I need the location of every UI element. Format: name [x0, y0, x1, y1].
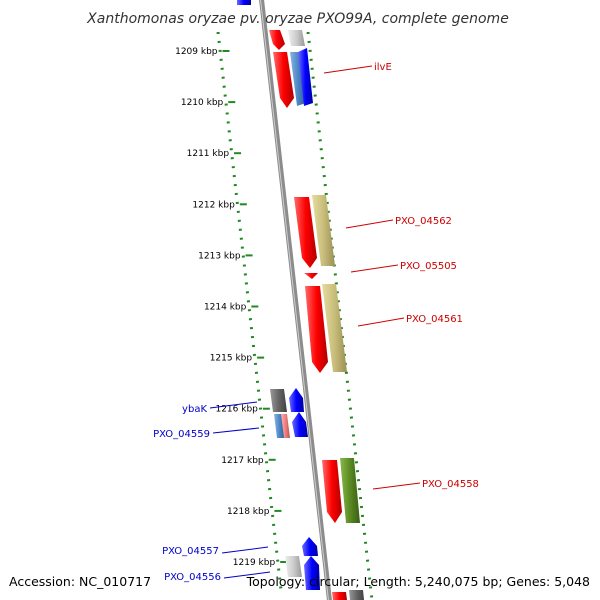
- tick-label: 1215 kbp: [210, 354, 253, 364]
- tick-label: 1219 kbp: [233, 558, 276, 568]
- tick-label: 1212 kbp: [192, 200, 235, 210]
- tick-label: 1213 kbp: [198, 251, 241, 261]
- tick-label: 1209 kbp: [175, 47, 218, 57]
- tick-label: 1218 kbp: [227, 507, 270, 517]
- gene-feature-grey[interactable]: [288, 30, 305, 46]
- label-leaders: [209, 65, 421, 579]
- gene-ilve[interactable]: [273, 52, 294, 108]
- tick-label: 1210 kbp: [181, 98, 224, 108]
- genome-backbone: [259, 0, 332, 600]
- gene-pxo-04558-cog[interactable]: [340, 458, 360, 523]
- label-ilve[interactable]: ilvE: [374, 62, 392, 73]
- footer-info: Topology: circular; Length: 5,240,075 bp…: [246, 574, 590, 589]
- gene-pxo-04556-reverse[interactable]: [304, 556, 320, 590]
- gene-features[interactable]: [237, 0, 364, 600]
- tick-label: 1216 kbp: [215, 405, 258, 415]
- gene-pxo-04561[interactable]: [305, 286, 328, 373]
- gene-pxo-04562-cog[interactable]: [312, 195, 335, 266]
- gene-pxo-04562[interactable]: [294, 197, 317, 268]
- gene-ybak-reverse[interactable]: [289, 388, 304, 412]
- gene-pxo-04559-cog[interactable]: [281, 414, 290, 438]
- gene-pxo-04557-reverse[interactable]: [302, 537, 318, 556]
- label-pxo-04556[interactable]: PXO_04556: [164, 572, 221, 583]
- genome-backbone-highlight: [260, 0, 329, 600]
- gene-pxo-04559-reverse[interactable]: [292, 412, 308, 437]
- gene-ilve-cog[interactable]: [290, 52, 306, 106]
- gene-pxo-04557[interactable]: [285, 556, 302, 577]
- gene-pxo-04561-cog[interactable]: [322, 284, 347, 372]
- gene-pxo-05505[interactable]: [304, 273, 318, 279]
- map-title: Xanthomonas oryzae pv. oryzae PXO99A, co…: [86, 11, 509, 27]
- label-pxo-04562[interactable]: PXO_04562: [395, 216, 452, 227]
- gene-pxo-04558[interactable]: [322, 460, 342, 523]
- tick-group: 1209 kbp 1210 kbp 1211 kbp 1212 kbp 1213 kbp…: [175, 47, 288, 568]
- label-pxo-04557[interactable]: PXO_04557: [162, 546, 219, 557]
- tick-label: 1217 kbp: [221, 456, 264, 466]
- label-pxo-04561[interactable]: PXO_04561: [406, 314, 463, 325]
- gene-bottom-grey[interactable]: [349, 590, 364, 600]
- left-dotted-track: [216, 31, 283, 591]
- label-pxo-04559[interactable]: PXO_04559: [153, 429, 210, 440]
- gene-ybak[interactable]: [270, 389, 287, 412]
- label-ybak[interactable]: ybaK: [182, 404, 207, 415]
- footer-accession: Accession: NC_010717: [9, 574, 151, 589]
- tick-label: 1211 kbp: [187, 149, 230, 159]
- tick-label: 1214 kbp: [204, 303, 247, 313]
- label-pxo-04558[interactable]: PXO_04558: [422, 479, 479, 490]
- gene-bottom-red[interactable]: [332, 592, 347, 600]
- gene-feature-reverse[interactable]: [237, 0, 251, 5]
- gene-ilve-reverse[interactable]: [298, 48, 313, 106]
- gene-feature-forward[interactable]: [269, 30, 285, 50]
- label-pxo-05505[interactable]: PXO_05505: [400, 261, 457, 272]
